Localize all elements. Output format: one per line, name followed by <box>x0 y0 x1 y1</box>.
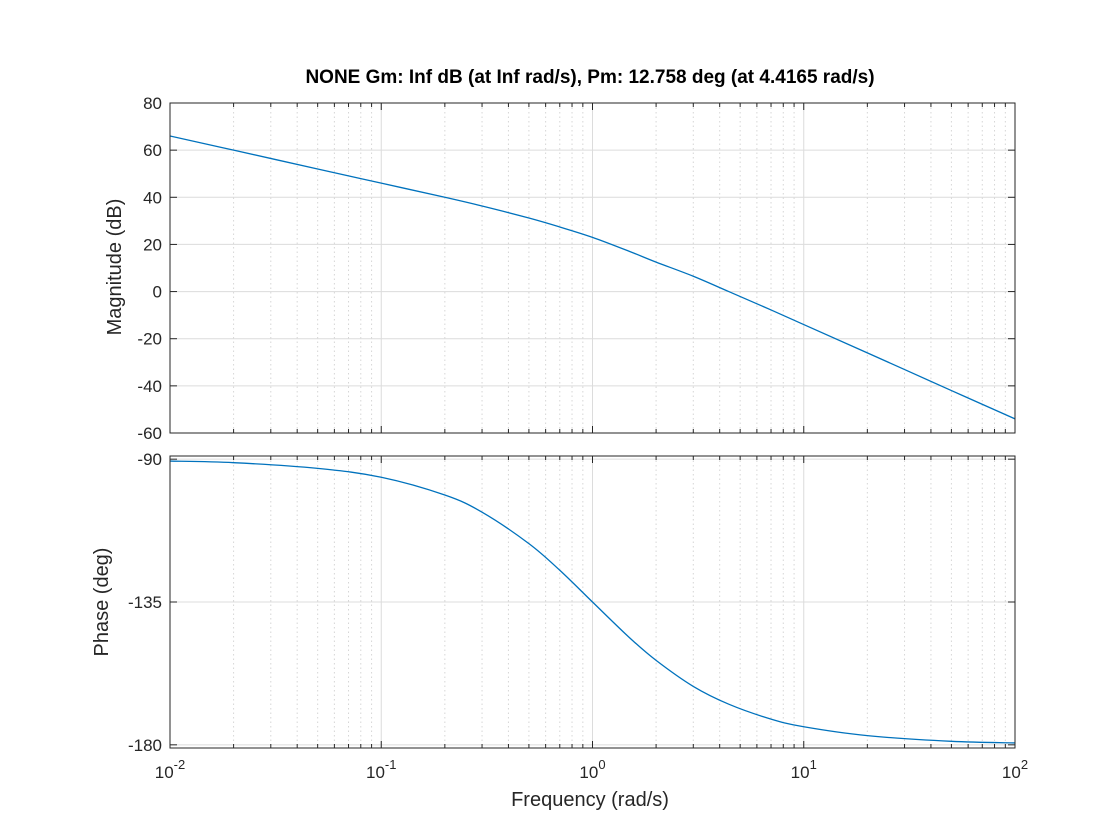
y-tick-label: -180 <box>128 736 162 755</box>
y-tick-label: -135 <box>128 593 162 612</box>
phase-tick-marks <box>169 456 1016 748</box>
phase-axis-label: Phase (deg) <box>91 548 113 657</box>
chart-title: NONE Gm: Inf dB (at Inf rad/s), Pm: 12.7… <box>305 67 874 88</box>
y-tick-label: 40 <box>143 188 162 207</box>
phase-panel: -180 -135 -90 10-2 10-1 100 101 102 <box>128 450 1028 782</box>
magnitude-axes-box <box>169 102 1016 434</box>
y-tick-label: -20 <box>137 330 162 349</box>
frequency-axis-label: Frequency (rad/s) <box>511 789 669 811</box>
y-tick-label: 20 <box>143 235 162 254</box>
magnitude-axis-label: Magnitude (dB) <box>104 199 126 336</box>
x-tick-label: 10-2 <box>155 757 185 782</box>
y-tick-label: 80 <box>143 94 162 113</box>
y-tick-label: -40 <box>137 377 162 396</box>
y-tick-label: 60 <box>143 141 162 160</box>
magnitude-grid <box>170 103 1015 433</box>
x-tick-label: 102 <box>1002 757 1028 782</box>
y-tick-label: -90 <box>137 450 162 469</box>
magnitude-panel: -60 -40 -20 0 20 40 60 80 <box>137 94 1016 443</box>
x-tick-label: 10-1 <box>366 757 396 782</box>
phase-response-line <box>170 460 1015 744</box>
phase-axes-box <box>169 455 1016 749</box>
y-tick-label: 0 <box>153 283 162 302</box>
x-tick-label: 100 <box>579 757 605 782</box>
x-tick-label: 101 <box>791 757 817 782</box>
magnitude-response-line <box>170 135 1015 420</box>
phase-grid <box>170 456 1015 748</box>
y-tick-label: -60 <box>137 424 162 443</box>
